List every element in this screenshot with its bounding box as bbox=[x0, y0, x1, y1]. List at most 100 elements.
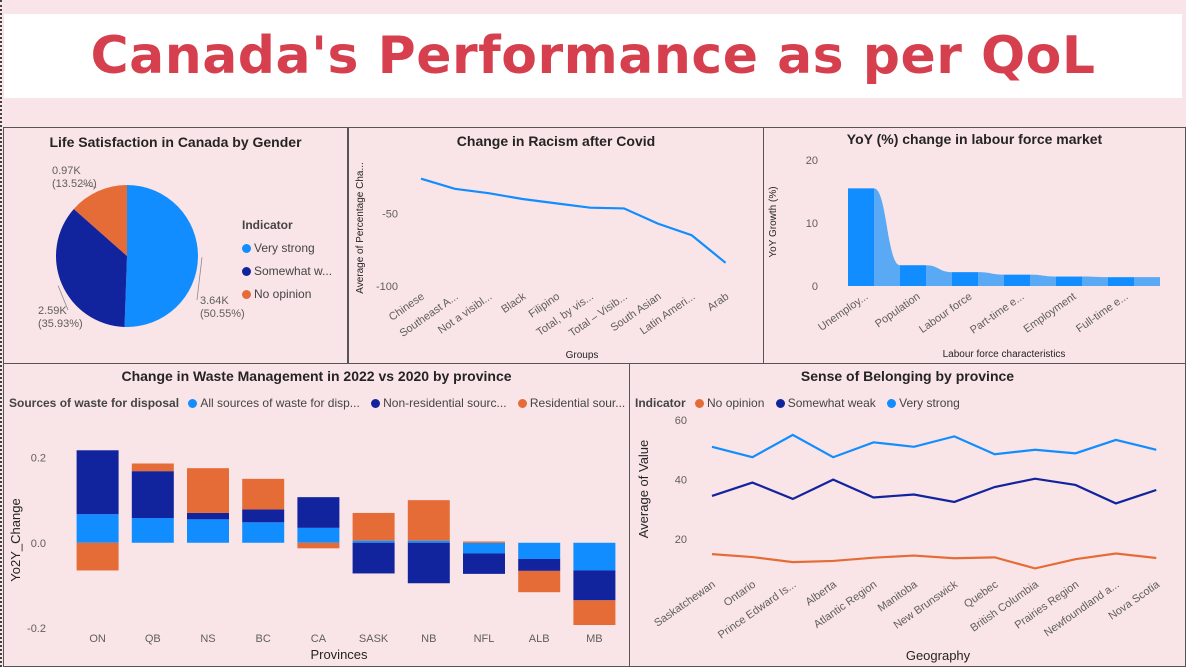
y-tick-label: 0 bbox=[812, 281, 818, 293]
life-satisfaction-panel[interactable]: Life Satisfaction in Canada by Gender 3.… bbox=[3, 127, 348, 364]
pie-legend-title: Indicator bbox=[242, 218, 293, 232]
legend-label: No opinion bbox=[254, 287, 312, 301]
pie-legend-item-no-opinion[interactable]: No opinion bbox=[242, 283, 332, 306]
pie-value-label: 3.64K bbox=[200, 295, 229, 307]
x-axis-title: Geography bbox=[906, 648, 971, 663]
labour-ribbon bbox=[926, 265, 952, 286]
waste-bar-segment[interactable] bbox=[352, 542, 395, 574]
legend-dot bbox=[887, 399, 897, 408]
waste-bar-segment[interactable] bbox=[463, 542, 505, 554]
life-satisfaction-title: Life Satisfaction in Canada by Gender bbox=[49, 134, 302, 150]
waste-bar-segment[interactable] bbox=[187, 468, 229, 513]
pie-pct-label: (13.52%) bbox=[52, 178, 97, 190]
y-tick-label: -50 bbox=[382, 209, 398, 221]
waste-bar-segment[interactable] bbox=[76, 514, 119, 543]
legend-dot bbox=[695, 399, 705, 408]
waste-legend-item-residential[interactable]: Residential sour... bbox=[517, 396, 625, 410]
labour-ribbon bbox=[1030, 274, 1056, 286]
x-tick-label: British Columbia bbox=[968, 578, 1041, 634]
waste-bar-segment[interactable] bbox=[352, 512, 395, 541]
waste-bar-segment[interactable] bbox=[242, 522, 285, 543]
waste-bar-segment[interactable] bbox=[352, 540, 395, 543]
waste-bar-segment[interactable] bbox=[242, 478, 285, 510]
pie-pct-label: (50.55%) bbox=[200, 308, 245, 320]
waste-bar-segment[interactable] bbox=[131, 518, 174, 543]
y-tick-label: 20 bbox=[675, 534, 687, 546]
waste-bar-segment[interactable] bbox=[187, 519, 229, 543]
legend-label: Very strong bbox=[254, 241, 315, 255]
x-tick-label: NS bbox=[200, 633, 215, 645]
labour-panel[interactable]: YoY (%) change in labour force market 0 1… bbox=[763, 127, 1186, 364]
waste-bar-segment[interactable] bbox=[297, 497, 340, 528]
pie-leader-line bbox=[81, 183, 97, 189]
waste-bar-segment[interactable] bbox=[463, 553, 505, 574]
pie-slice-1[interactable] bbox=[56, 208, 127, 327]
x-tick-label: ON bbox=[89, 633, 106, 645]
legend-dot bbox=[775, 399, 785, 408]
pie-slice-0[interactable] bbox=[124, 185, 199, 327]
labour-bar bbox=[848, 188, 874, 286]
waste-bar-segment[interactable] bbox=[76, 542, 119, 571]
legend-dot bbox=[517, 399, 527, 408]
belonging-legend-item-no-opinion[interactable]: No opinion bbox=[695, 396, 764, 410]
belonging-legend: Indicator No opinion Somewhat weak Very … bbox=[635, 396, 968, 410]
waste-bar-segment[interactable] bbox=[463, 541, 505, 543]
waste-bar-segment[interactable] bbox=[573, 542, 616, 571]
waste-bar-segment[interactable] bbox=[242, 509, 285, 523]
waste-bar-segment[interactable] bbox=[297, 527, 340, 543]
waste-bar-segment[interactable] bbox=[518, 558, 561, 571]
page-title: Canada's Performance as per QoL bbox=[90, 26, 1096, 86]
x-tick-label: QB bbox=[145, 633, 161, 645]
legend-label: Non-residential sourc... bbox=[383, 396, 507, 410]
belonging-legend-item-very-strong[interactable]: Very strong bbox=[887, 396, 960, 410]
belonging-panel[interactable]: Sense of Belonging by province Indicator… bbox=[629, 363, 1186, 667]
belonging-series-line bbox=[711, 433, 1157, 459]
x-tick-label: Saskatchewan bbox=[652, 579, 717, 630]
labour-bar bbox=[1056, 276, 1082, 286]
waste-bar-segment[interactable] bbox=[297, 542, 340, 549]
racism-series-line bbox=[420, 177, 727, 264]
waste-bar-segment[interactable] bbox=[76, 450, 119, 515]
pie-slice-2[interactable] bbox=[73, 185, 127, 256]
pie-legend-item-somewhat-weak[interactable]: Somewhat w... bbox=[242, 260, 332, 283]
racism-title: Change in Racism after Covid bbox=[456, 133, 656, 149]
x-tick-label: NB bbox=[421, 633, 436, 645]
pie-value-label: 2.59K bbox=[38, 305, 67, 317]
waste-legend-item-non-residential[interactable]: Non-residential sourc... bbox=[371, 396, 507, 410]
waste-bar-segment[interactable] bbox=[187, 512, 229, 520]
waste-bar-segment[interactable] bbox=[407, 540, 450, 543]
life-satisfaction-pie-chart[interactable]: 3.64K(50.55%) 2.59K(35.93%) 0.97K(13.52%) bbox=[4, 128, 348, 364]
waste-legend-item-all[interactable]: All sources of waste for disp... bbox=[188, 396, 360, 410]
legend-dot bbox=[242, 244, 251, 253]
legend-label: Somewhat weak bbox=[787, 396, 876, 410]
title-banner: Canada's Performance as per QoL bbox=[4, 14, 1182, 98]
left-dotted-border bbox=[0, 0, 2, 667]
labour-ribbon bbox=[1134, 277, 1160, 286]
waste-bar-segment[interactable] bbox=[407, 542, 450, 584]
waste-bar-chart[interactable]: 0.2 0.0 -0.2 ON QB NS BC CA SASK NB NFL ALB MB Provin… bbox=[4, 364, 630, 667]
waste-bar-segment[interactable] bbox=[131, 463, 174, 472]
waste-bar-segment[interactable] bbox=[573, 570, 616, 601]
waste-legend: Sources of waste for disposal All source… bbox=[9, 396, 629, 410]
racism-panel[interactable]: Change in Racism after Covid -50 -100 Chin… bbox=[348, 127, 764, 364]
belonging-legend-item-somewhat-weak[interactable]: Somewhat weak bbox=[775, 396, 876, 410]
labour-bar bbox=[952, 272, 978, 286]
waste-panel[interactable]: Change in Waste Management in 2022 vs 20… bbox=[3, 363, 630, 667]
x-tick-label: ALB bbox=[529, 633, 550, 645]
pie-leader-line bbox=[57, 285, 69, 311]
x-tick-label: BC bbox=[256, 633, 271, 645]
waste-bar-segment[interactable] bbox=[573, 600, 616, 626]
y-axis-title: Yo2Y_Change bbox=[8, 498, 23, 581]
waste-bar-segment[interactable] bbox=[131, 471, 174, 519]
y-tick-label: 10 bbox=[806, 218, 818, 230]
x-axis-title: Labour force characteristics bbox=[943, 349, 1066, 360]
x-tick-label: Arab bbox=[705, 291, 731, 314]
pie-legend-item-very-strong[interactable]: Very strong bbox=[242, 237, 332, 260]
labour-bar bbox=[1108, 277, 1134, 286]
waste-bar-segment[interactable] bbox=[518, 542, 561, 559]
waste-bar-segment[interactable] bbox=[407, 500, 450, 541]
waste-bar-segment[interactable] bbox=[518, 570, 561, 593]
